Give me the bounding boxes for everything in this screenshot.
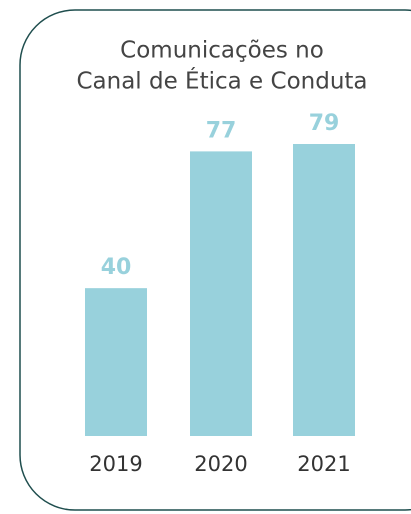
data-label: 40 — [101, 255, 132, 280]
bar — [190, 151, 252, 437]
data-label: 79 — [309, 111, 340, 136]
bar — [85, 288, 147, 436]
data-label: 77 — [206, 118, 237, 143]
frame — [19, 9, 411, 511]
x-tick-label: 2020 — [194, 452, 247, 476]
chart-title: Comunicações no — [120, 38, 324, 64]
x-tick-label: 2019 — [89, 452, 142, 476]
chart-title: Canal de Ética e Conduta — [76, 67, 367, 95]
x-tick-label: 2021 — [297, 452, 350, 476]
bar — [293, 144, 355, 436]
